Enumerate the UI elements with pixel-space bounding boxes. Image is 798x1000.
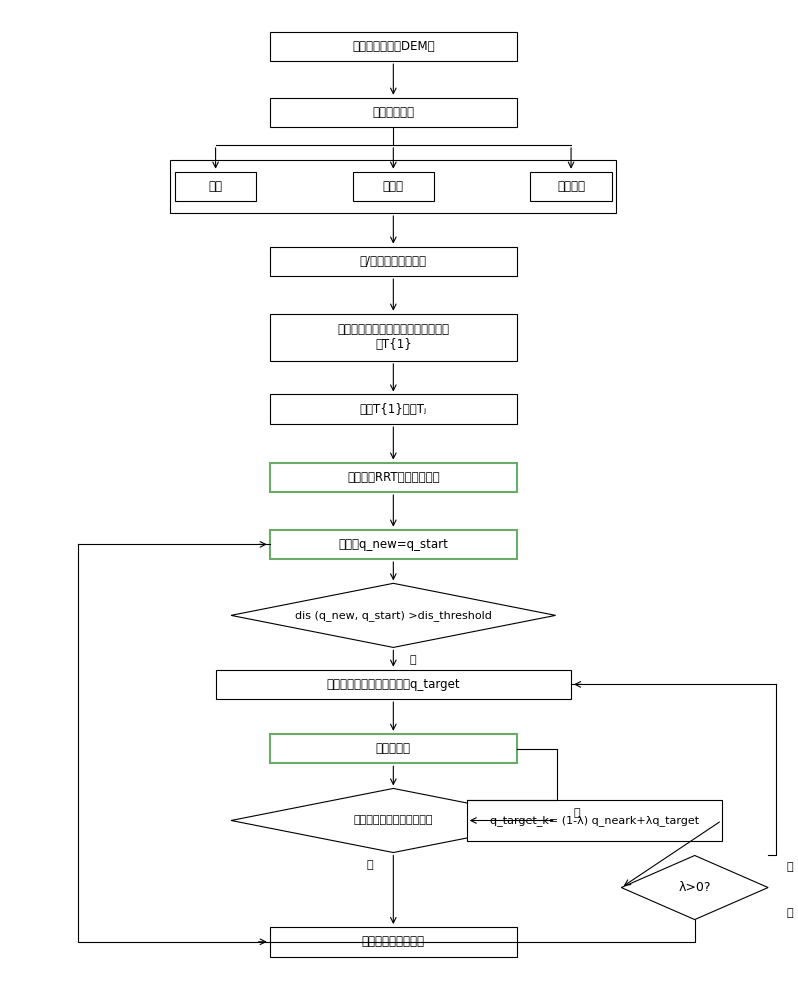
- Text: 否: 否: [787, 908, 793, 918]
- Text: q_target_k= (1-λ) q_neark+λq_target: q_target_k= (1-λ) q_neark+λq_target: [490, 815, 699, 826]
- Polygon shape: [622, 855, 768, 920]
- FancyBboxPatch shape: [270, 463, 517, 492]
- Text: 坡度: 坡度: [208, 180, 223, 193]
- FancyBboxPatch shape: [531, 172, 611, 201]
- Text: λ>0?: λ>0?: [678, 881, 711, 894]
- Text: 是: 是: [367, 860, 373, 870]
- Text: 台阶障碍: 台阶障碍: [557, 180, 585, 193]
- FancyBboxPatch shape: [467, 800, 721, 841]
- Text: 估计T{1}代价Tⱼ: 估计T{1}代价Tⱼ: [360, 403, 427, 416]
- Text: 利用改进RRT寻找混合路径: 利用改进RRT寻找混合路径: [347, 471, 440, 484]
- FancyBboxPatch shape: [270, 32, 517, 61]
- Text: 一条及以上子路径扩展成功: 一条及以上子路径扩展成功: [354, 815, 433, 825]
- Polygon shape: [231, 788, 555, 853]
- Text: 扩展子路径: 扩展子路径: [376, 742, 411, 755]
- FancyBboxPatch shape: [270, 314, 517, 361]
- Text: 是: 是: [409, 655, 416, 665]
- Polygon shape: [231, 583, 555, 647]
- FancyBboxPatch shape: [270, 734, 517, 763]
- Text: 在通过性地图上选取目标点q_target: 在通过性地图上选取目标点q_target: [326, 678, 460, 691]
- FancyBboxPatch shape: [270, 247, 517, 276]
- Text: 初始化q_new=q_start: 初始化q_new=q_start: [338, 538, 448, 551]
- FancyBboxPatch shape: [270, 394, 517, 424]
- FancyBboxPatch shape: [270, 530, 517, 559]
- Text: 得到出发点到终点的腿式运动目标路
径T{1}: 得到出发点到终点的腿式运动目标路 径T{1}: [338, 323, 449, 351]
- Bar: [171, 160, 616, 213]
- Text: 建立机器人周围DEM图: 建立机器人周围DEM图: [352, 40, 435, 53]
- Text: 是: 是: [787, 862, 793, 872]
- Text: 轮/腿运动形式代价图: 轮/腿运动形式代价图: [360, 255, 427, 268]
- Text: 提取地形特征: 提取地形特征: [373, 106, 414, 119]
- Text: 将子路径添加到树中: 将子路径添加到树中: [361, 935, 425, 948]
- Text: 否: 否: [574, 808, 581, 818]
- FancyBboxPatch shape: [270, 927, 517, 957]
- Text: 粗糙度: 粗糙度: [383, 180, 404, 193]
- Text: dis (q_new, q_start) >dis_threshold: dis (q_new, q_start) >dis_threshold: [295, 610, 492, 621]
- FancyBboxPatch shape: [175, 172, 256, 201]
- FancyBboxPatch shape: [215, 670, 571, 699]
- FancyBboxPatch shape: [353, 172, 434, 201]
- FancyBboxPatch shape: [270, 98, 517, 127]
